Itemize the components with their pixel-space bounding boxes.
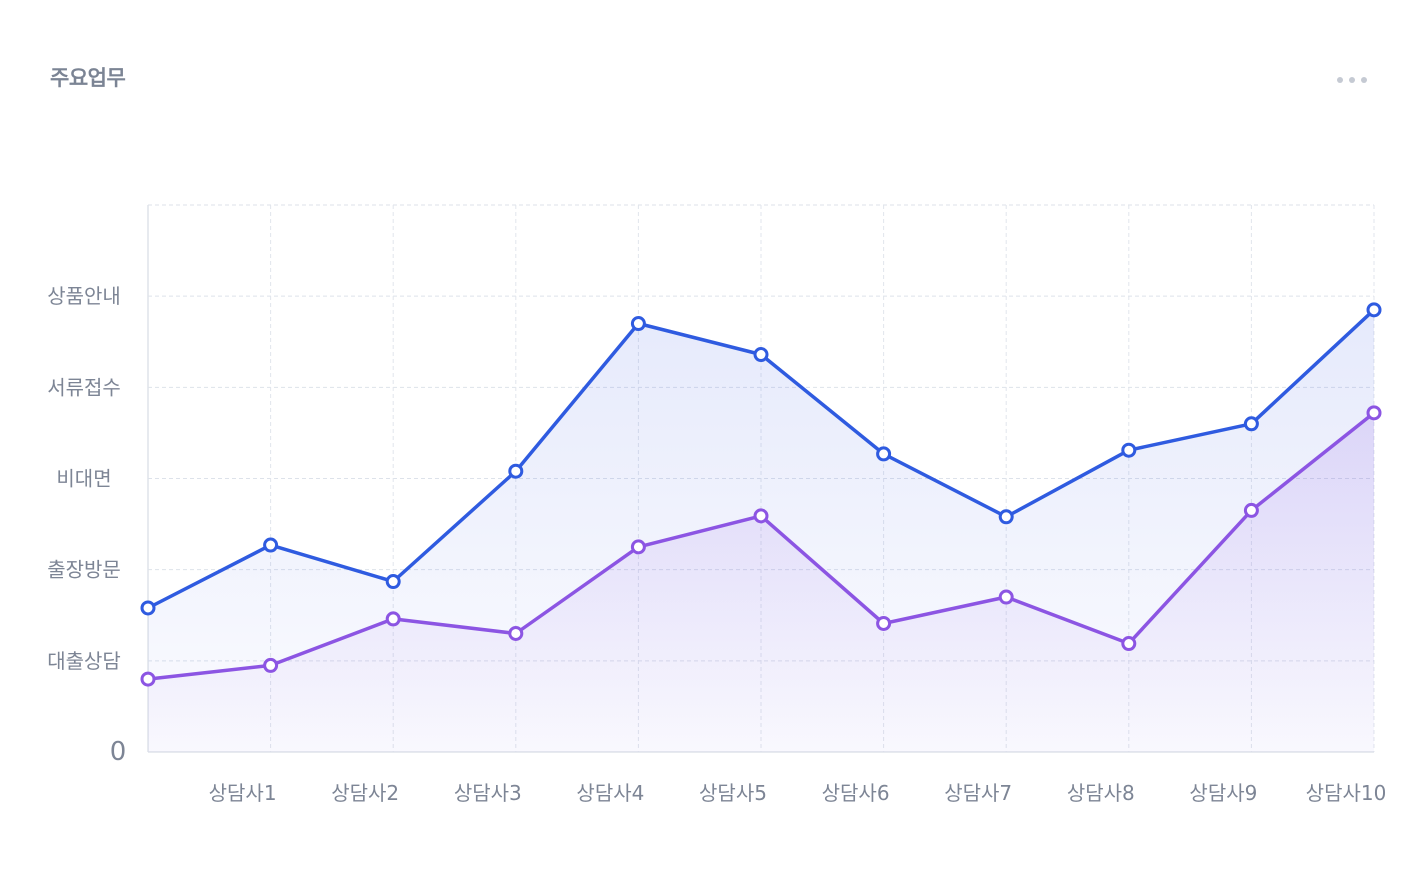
y-tick-label: 0 bbox=[110, 737, 127, 767]
series-1-point bbox=[508, 463, 524, 479]
series-2-point bbox=[630, 539, 646, 555]
more-horizontal-icon bbox=[1337, 77, 1343, 83]
more-horizontal-icon-dot bbox=[1349, 77, 1355, 83]
x-tick-label: 상담사5 bbox=[699, 781, 767, 805]
series-2-point bbox=[876, 615, 892, 631]
series-2-point bbox=[753, 508, 769, 524]
series-2-point bbox=[140, 671, 156, 687]
more-horizontal-icon-dot bbox=[1361, 77, 1367, 83]
more-options-button[interactable] bbox=[1330, 64, 1374, 94]
x-tick-label: 상담사4 bbox=[576, 781, 644, 805]
card-title: 주요업무 bbox=[50, 66, 126, 90]
x-tick-label: 상담사3 bbox=[454, 781, 522, 805]
series-1-point bbox=[1121, 442, 1137, 458]
series-1-point bbox=[630, 316, 646, 332]
series-1-point bbox=[263, 537, 279, 553]
series-2-point bbox=[998, 589, 1014, 605]
series-2-area bbox=[148, 412, 1374, 752]
y-tick-label: 비대면 bbox=[56, 467, 111, 491]
series-2-point bbox=[1121, 636, 1137, 652]
series-1-point bbox=[998, 509, 1014, 525]
series-areas bbox=[148, 309, 1374, 752]
series-1-point bbox=[140, 600, 156, 616]
y-tick-label: 대출상담 bbox=[47, 649, 121, 673]
series-2-point bbox=[508, 625, 524, 641]
x-tick-label: 상담사8 bbox=[1067, 781, 1135, 805]
series-1-point bbox=[385, 574, 401, 590]
series-points bbox=[140, 302, 1382, 687]
series-1-point bbox=[1366, 302, 1382, 318]
series-2-point bbox=[263, 657, 279, 673]
x-tick-label: 상담사7 bbox=[944, 781, 1012, 805]
series-1-point bbox=[753, 347, 769, 363]
series-2-point bbox=[1366, 405, 1382, 421]
x-tick-label: 상담사10 bbox=[1306, 781, 1387, 805]
y-tick-label: 상품안내 bbox=[47, 284, 121, 308]
y-tick-label: 출장방문 bbox=[47, 558, 121, 582]
series-1-point bbox=[1243, 416, 1259, 432]
series-1-point bbox=[876, 446, 892, 462]
x-tick-label: 상담사1 bbox=[209, 781, 277, 805]
y-tick-label: 서류접수 bbox=[47, 375, 121, 399]
series-2-point bbox=[385, 611, 401, 627]
series-2-point bbox=[1243, 502, 1259, 518]
x-tick-label: 상담사6 bbox=[822, 781, 890, 805]
x-tick-label: 상담사2 bbox=[331, 781, 399, 805]
x-tick-label: 상담사9 bbox=[1189, 781, 1257, 805]
